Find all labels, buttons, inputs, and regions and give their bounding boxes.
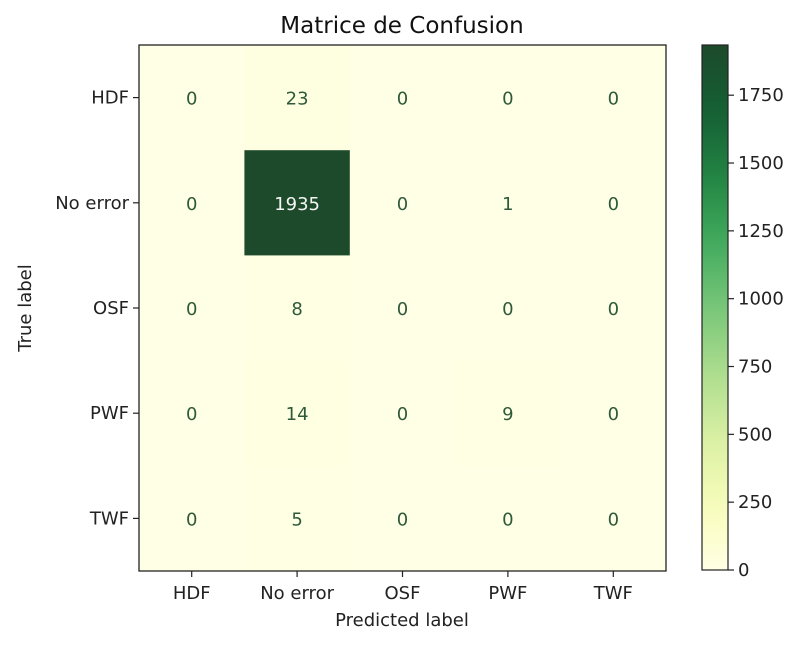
heatmap-cell bbox=[244, 45, 351, 151]
chart-title: Matrice de Confusion bbox=[280, 13, 523, 39]
heatmap-cell bbox=[244, 255, 351, 362]
cell-value-label: 0 bbox=[608, 194, 619, 215]
heatmap-cell bbox=[455, 45, 562, 151]
heatmap-cell bbox=[560, 45, 667, 151]
cell-value-label: 0 bbox=[186, 509, 197, 530]
cell-value-label: 0 bbox=[502, 509, 513, 530]
cell-value-label: 0 bbox=[397, 194, 408, 215]
heatmap-cell bbox=[455, 150, 562, 256]
heatmap-cell bbox=[560, 465, 667, 572]
cell-value-label: 0 bbox=[502, 299, 513, 320]
heatmap-cell-labels: 0 23 0 0 0 0 1935 0 1 0 0 8 0 0 0 0 14 0 9 0 0 5 0 0 0 bbox=[186, 89, 619, 531]
x-axis-label: Predicted label bbox=[335, 610, 469, 631]
heatmap-cell bbox=[349, 150, 456, 256]
heatmap-cell bbox=[139, 360, 245, 467]
y-tick-label: TWF bbox=[89, 508, 129, 529]
y-tick-label: No error bbox=[55, 193, 129, 214]
cell-value-label: 0 bbox=[397, 404, 408, 425]
heatmap-cell bbox=[349, 45, 456, 151]
colorbar-tick-label: 1000 bbox=[738, 289, 784, 310]
x-tick-label: No error bbox=[260, 583, 334, 604]
cell-value-label: 0 bbox=[186, 404, 197, 425]
heatmap-cell bbox=[455, 360, 562, 467]
heatmap-cells bbox=[139, 45, 667, 572]
colorbar-tick-label: 1250 bbox=[738, 221, 784, 242]
cell-value-label: 5 bbox=[291, 509, 302, 530]
cell-value-label: 0 bbox=[608, 509, 619, 530]
heatmap-cell bbox=[349, 255, 456, 362]
heatmap-cell bbox=[349, 360, 456, 467]
cell-value-label: 14 bbox=[286, 404, 309, 425]
colorbar-tick-label: 750 bbox=[738, 357, 772, 378]
colorbar-tick-label: 0 bbox=[738, 560, 749, 581]
heatmap-cell bbox=[455, 465, 562, 572]
cell-value-label: 23 bbox=[286, 89, 309, 110]
x-tick-label: OSF bbox=[385, 583, 421, 604]
y-tick-label: HDF bbox=[91, 88, 129, 109]
cell-value-label: 0 bbox=[397, 299, 408, 320]
colorbar bbox=[701, 44, 729, 571]
heatmap-cell bbox=[560, 150, 667, 256]
cell-value-label: 0 bbox=[186, 89, 197, 110]
y-tick-label: OSF bbox=[93, 298, 129, 319]
cell-value-label: 0 bbox=[608, 299, 619, 320]
cell-value-label: 1 bbox=[502, 194, 513, 215]
y-axis-ticks: HDF No error OSF PWF TWF bbox=[55, 88, 139, 529]
cell-value-label: 0 bbox=[397, 509, 408, 530]
heatmap-cell bbox=[560, 255, 667, 362]
heatmap-cell bbox=[139, 465, 245, 572]
colorbar-tick-label: 1500 bbox=[738, 153, 784, 174]
colorbar-ticks: 0 250 500 750 1000 1250 1500 1750 bbox=[728, 85, 784, 581]
y-axis-label: True label bbox=[15, 264, 36, 353]
heatmap-cell bbox=[244, 150, 351, 256]
x-tick-label: PWF bbox=[488, 583, 527, 604]
colorbar-tick-label: 500 bbox=[738, 424, 772, 445]
colorbar-tick-label: 250 bbox=[738, 492, 772, 513]
x-tick-label: HDF bbox=[173, 583, 211, 604]
colorbar-tick-label: 1750 bbox=[738, 85, 784, 106]
x-tick-label: TWF bbox=[593, 583, 633, 604]
heatmap-cell bbox=[560, 360, 667, 467]
cell-value-label: 0 bbox=[502, 89, 513, 110]
cell-value-label: 0 bbox=[186, 299, 197, 320]
heatmap-cell bbox=[244, 360, 351, 467]
heatmap-cell bbox=[139, 45, 245, 151]
heatmap-cell bbox=[244, 465, 351, 572]
cell-value-label: 8 bbox=[291, 299, 302, 320]
cell-value-label: 0 bbox=[397, 89, 408, 110]
cell-value-label: 1935 bbox=[274, 194, 320, 215]
cell-value-label: 0 bbox=[186, 194, 197, 215]
cell-value-label: 0 bbox=[608, 404, 619, 425]
heatmap-cell bbox=[139, 150, 245, 256]
heatmap-cell bbox=[139, 255, 245, 362]
x-axis-ticks: HDF No error OSF PWF TWF bbox=[173, 571, 633, 604]
heatmap-cell bbox=[349, 465, 456, 572]
heatmap-cell bbox=[455, 255, 562, 362]
y-tick-label: PWF bbox=[90, 403, 129, 424]
cell-value-label: 0 bbox=[608, 89, 619, 110]
cell-value-label: 9 bbox=[502, 404, 513, 425]
